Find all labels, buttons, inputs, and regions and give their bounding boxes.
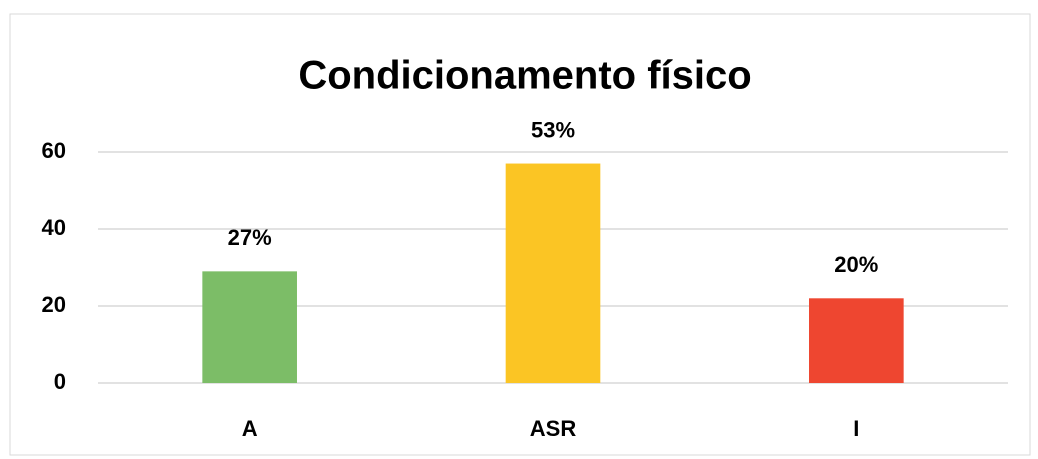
bar xyxy=(809,298,904,383)
x-tick-label: ASR xyxy=(530,416,577,441)
chart-title: Condicionamento físico xyxy=(298,54,751,98)
data-label: 20% xyxy=(834,252,878,277)
x-tick-label: I xyxy=(853,416,859,441)
data-label: 27% xyxy=(228,225,272,250)
data-label: 53% xyxy=(531,117,575,142)
bar xyxy=(505,163,601,383)
y-tick-label: 60 xyxy=(42,138,66,163)
y-tick-label: 40 xyxy=(42,215,66,240)
y-tick-label: 20 xyxy=(42,292,66,317)
x-tick-label: A xyxy=(242,416,258,441)
bar xyxy=(202,271,297,383)
y-tick-label: 0 xyxy=(54,369,66,394)
